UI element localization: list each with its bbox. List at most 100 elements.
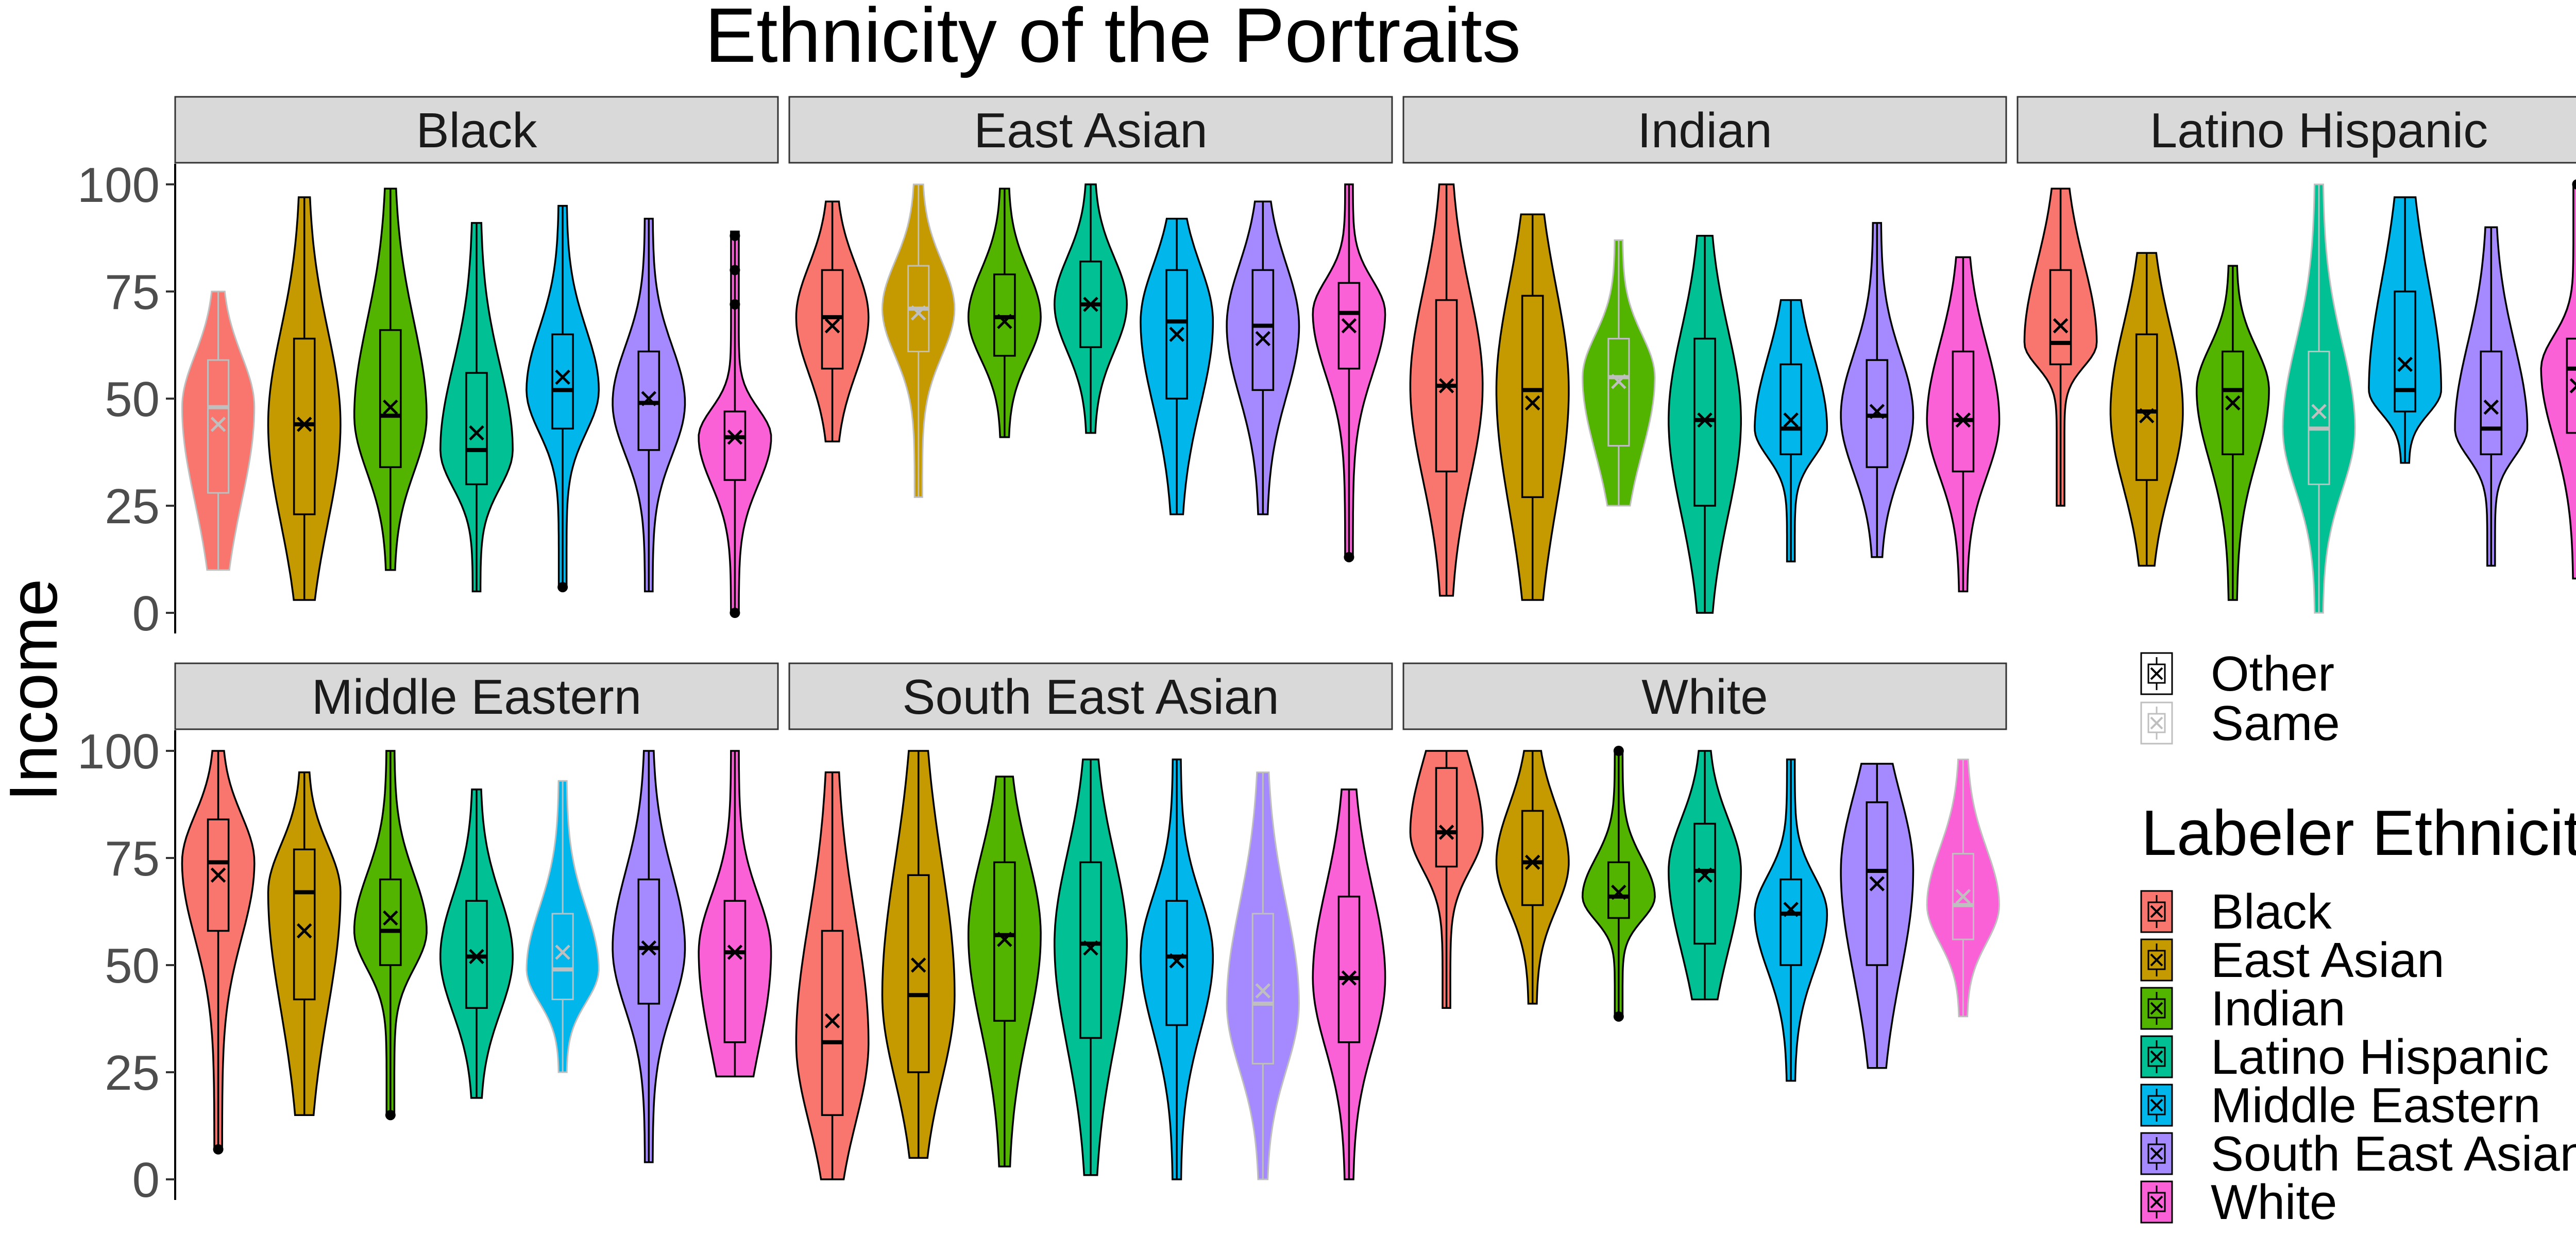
violin-group xyxy=(1312,183,1386,562)
box-iqr xyxy=(2480,350,2503,455)
mean-marker xyxy=(210,417,226,432)
mean-marker xyxy=(1083,940,1098,956)
box-iqr xyxy=(379,878,402,966)
violin-group xyxy=(1840,763,1914,1069)
box-iqr xyxy=(551,333,574,430)
violin-group xyxy=(1495,213,1570,601)
box-iqr xyxy=(993,273,1016,357)
violin-group xyxy=(698,750,772,1078)
legend-key-mean xyxy=(2150,667,2163,680)
legend-key-mean xyxy=(2150,1098,2163,1112)
mean-marker xyxy=(1524,395,1540,411)
box-iqr xyxy=(637,350,660,451)
violin-group xyxy=(612,750,686,1163)
violin-group xyxy=(1140,217,1214,516)
facet-strip-label: Black xyxy=(416,103,538,158)
mean-marker xyxy=(910,957,926,973)
y-tick-label: 25 xyxy=(105,1045,160,1101)
mean-marker xyxy=(2483,399,2499,415)
violin-group xyxy=(2368,196,2443,464)
facet-panels: Black 0 25 50 75 100 East Asian Indian Latino Hi… xyxy=(77,96,2576,1208)
mean-marker xyxy=(1955,889,1971,904)
violin-group xyxy=(2282,183,2356,614)
box-iqr xyxy=(465,372,488,486)
violin-group xyxy=(967,187,1042,438)
mean-marker xyxy=(1169,953,1184,969)
mean-marker xyxy=(1341,970,1357,986)
box-iqr xyxy=(1607,338,1630,447)
violin-group xyxy=(1926,256,2001,593)
violin-group xyxy=(2023,187,2098,507)
legend-key-mean xyxy=(2150,1147,2163,1160)
facet-strip-label: South East Asian xyxy=(902,670,1279,725)
y-tick-label: 100 xyxy=(77,724,160,779)
violin-group xyxy=(1226,771,1300,1180)
legend-fill-label: Black xyxy=(2211,884,2332,939)
violin-group xyxy=(267,196,342,601)
y-tick-label: 0 xyxy=(132,1153,160,1208)
mean-marker xyxy=(469,425,484,441)
mean-marker xyxy=(997,314,1012,330)
facet-strip-label: White xyxy=(1641,670,1768,725)
violin-group xyxy=(1312,788,1386,1180)
panel-latino-hispanic: Latino Hispanic xyxy=(2016,96,2576,614)
mean-marker xyxy=(727,430,743,445)
box-iqr xyxy=(1251,269,1275,391)
mean-marker xyxy=(1438,378,1454,393)
violin-group xyxy=(881,183,956,498)
facet-strip-label: Latino Hispanic xyxy=(2150,103,2488,158)
violin-group xyxy=(1668,750,1742,1001)
legend-key-mean xyxy=(2150,1195,2163,1209)
box-iqr xyxy=(1866,359,1889,468)
legend-shape-key xyxy=(2140,701,2173,745)
legend-title: Labeler Ethnicity xyxy=(2141,798,2576,869)
legend-key-mean xyxy=(2150,716,2163,730)
legend-fill-key xyxy=(2140,890,2173,933)
violin-group xyxy=(612,217,686,593)
violin-group xyxy=(1140,758,1214,1180)
box-iqr xyxy=(1165,900,1188,1026)
facet-strip xyxy=(2016,96,2576,164)
violin-group xyxy=(353,187,428,571)
facet-strip-label: East Asian xyxy=(974,103,1208,158)
mean-marker xyxy=(2311,404,2327,419)
y-tick-label: 100 xyxy=(77,158,160,213)
mean-marker xyxy=(210,867,226,883)
facet-strip xyxy=(1402,662,2007,730)
outlier-point xyxy=(385,1110,396,1121)
mean-marker xyxy=(2225,395,2241,411)
mean-marker xyxy=(469,949,484,965)
legend-fill-label: South East Asian xyxy=(2211,1126,2576,1181)
panel-indian: Indian xyxy=(1402,96,2007,614)
outlier-point xyxy=(1613,1011,1624,1022)
legend-key-iqr xyxy=(2147,1095,2166,1115)
box-iqr xyxy=(1693,337,1716,507)
box-iqr xyxy=(1251,913,1274,1065)
mean-marker xyxy=(1524,854,1540,870)
panel-middle-eastern: Middle Eastern 0 25 50 75 100 xyxy=(77,662,779,1208)
box-iqr xyxy=(2566,337,2576,434)
outlier-point xyxy=(1344,552,1354,562)
y-tick-label: 75 xyxy=(105,831,160,886)
mean-marker xyxy=(1697,412,1713,428)
box-iqr xyxy=(465,900,488,1009)
box-iqr xyxy=(2308,350,2330,485)
violin-group xyxy=(267,771,342,1116)
y-tick-label: 50 xyxy=(105,938,160,993)
box-iqr xyxy=(1780,878,1802,966)
mean-marker xyxy=(910,305,926,321)
mean-marker xyxy=(1083,297,1098,312)
mean-marker xyxy=(296,417,312,432)
facet-strip-label: Indian xyxy=(1637,103,1772,158)
violin-group xyxy=(1409,183,1484,597)
legend-key-mean xyxy=(2150,953,2163,967)
mean-marker xyxy=(1341,318,1357,334)
box-iqr xyxy=(1780,363,1802,455)
legend-fill-label: Middle Eastern xyxy=(2211,1078,2540,1133)
chart-title: Ethnicity of the Portraits xyxy=(705,0,1521,78)
legend-fill-key xyxy=(2140,1084,2173,1127)
y-tick-label: 25 xyxy=(105,479,160,534)
violin-group xyxy=(181,290,256,571)
legend-fill-label: Indian xyxy=(2211,981,2346,1036)
